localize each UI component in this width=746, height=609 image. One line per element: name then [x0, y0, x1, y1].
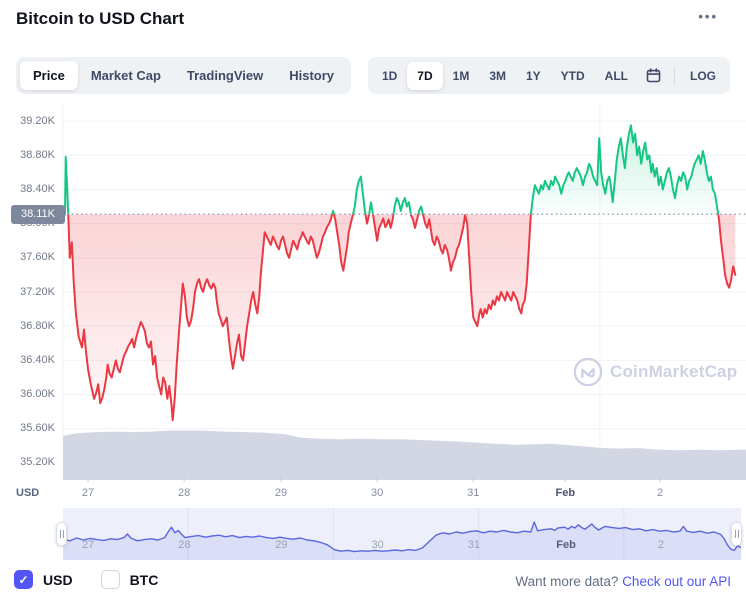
- current-price-badge: 38.11K: [11, 205, 65, 224]
- axis-unit-label: USD: [16, 487, 40, 499]
- calendar-button[interactable]: [638, 63, 669, 88]
- range-button-7d[interactable]: 7D: [407, 61, 443, 90]
- unchecked-checkbox-icon[interactable]: [100, 570, 120, 589]
- navigator-label: 28: [178, 539, 191, 551]
- navigator-right-handle[interactable]: [731, 522, 742, 546]
- page-title: Bitcoin to USD Chart: [16, 9, 185, 28]
- y-axis-label: 36.40K: [20, 353, 55, 366]
- navigator-left-handle[interactable]: [56, 522, 67, 546]
- navigator-label: 29: [275, 539, 288, 551]
- calendar-icon: [646, 68, 661, 83]
- chart-navigator[interactable]: 27 28 29 30 31 Feb 2: [63, 508, 741, 560]
- watermark: CoinMarketCap: [573, 357, 737, 387]
- view-tab-market-cap[interactable]: Market Cap: [78, 61, 174, 90]
- navigator-label: 27: [81, 539, 95, 551]
- x-axis-label: 31: [467, 487, 480, 499]
- y-axis-label: 35.60K: [20, 422, 55, 435]
- api-link[interactable]: Check out our API: [622, 574, 731, 589]
- y-axis-label: 38.40K: [20, 182, 55, 195]
- price-line-down: [62, 214, 737, 422]
- navigator-label: 2: [657, 539, 665, 551]
- currency-label: USD: [43, 571, 73, 588]
- navigator-label: 31: [467, 539, 480, 551]
- price-line-up: [63, 124, 720, 215]
- range-button-all[interactable]: ALL: [595, 62, 638, 90]
- more-options-icon[interactable]: •••: [692, 8, 724, 25]
- currency-toggle-usd[interactable]: ✓ USD: [14, 570, 73, 589]
- range-button-3m[interactable]: 3M: [479, 62, 516, 90]
- y-axis-label: 35.20K: [20, 456, 55, 469]
- range-button-1y[interactable]: 1Y: [516, 62, 551, 90]
- y-axis-label: 36.80K: [20, 319, 55, 332]
- y-axis-label: 37.60K: [20, 251, 55, 264]
- price-chart[interactable]: [0, 0, 746, 505]
- currency-label: BTC: [129, 571, 159, 588]
- toolbar-divider: [674, 67, 675, 84]
- x-axis-label: Feb: [555, 487, 576, 499]
- api-prompt-text: Want more data?: [515, 574, 619, 589]
- volume-area: [63, 430, 746, 480]
- range-button-ytd[interactable]: YTD: [551, 62, 595, 90]
- coinmarketcap-logo-icon: [573, 357, 603, 387]
- navigator-line: [63, 521, 741, 553]
- navigator-chart[interactable]: [63, 508, 741, 560]
- checked-checkbox-icon[interactable]: ✓: [14, 570, 33, 589]
- view-tab-history[interactable]: History: [276, 61, 347, 90]
- api-promo: Want more data? Check out our API: [515, 574, 731, 589]
- navigator-label: Feb: [556, 539, 576, 551]
- chart-view-tabs: Price Market Cap TradingView History: [16, 57, 352, 94]
- y-axis-label: 36.00K: [20, 388, 55, 401]
- y-axis-label: 37.20K: [20, 285, 55, 298]
- range-buttons: 1D 7D 1M 3M 1Y YTD ALL: [372, 61, 638, 90]
- x-axis-label: 28: [178, 487, 191, 499]
- y-axis-label: 38.80K: [20, 148, 55, 161]
- view-tab-tradingview[interactable]: TradingView: [174, 61, 276, 90]
- navigator-area: [63, 522, 741, 560]
- currency-toggles: ✓ USD BTC: [14, 570, 158, 589]
- range-button-1m[interactable]: 1M: [443, 62, 480, 90]
- view-tab-price[interactable]: Price: [20, 61, 78, 90]
- x-axis-label: 2: [657, 487, 664, 499]
- range-button-1d[interactable]: 1D: [372, 62, 407, 90]
- y-axis-label: 39.20K: [20, 114, 55, 127]
- time-range-group: 1D 7D 1M 3M 1Y YTD ALL LOG: [367, 57, 730, 94]
- down-fill: [63, 214, 736, 421]
- currency-toggle-btc[interactable]: BTC: [100, 570, 159, 589]
- x-axis-label: 29: [274, 487, 288, 499]
- x-axis-label: 27: [81, 487, 95, 499]
- x-axis-label: 30: [371, 487, 384, 499]
- watermark-text: CoinMarketCap: [610, 362, 738, 381]
- log-scale-button[interactable]: LOG: [680, 62, 726, 90]
- up-fill: [63, 125, 736, 215]
- navigator-label: 30: [371, 539, 384, 551]
